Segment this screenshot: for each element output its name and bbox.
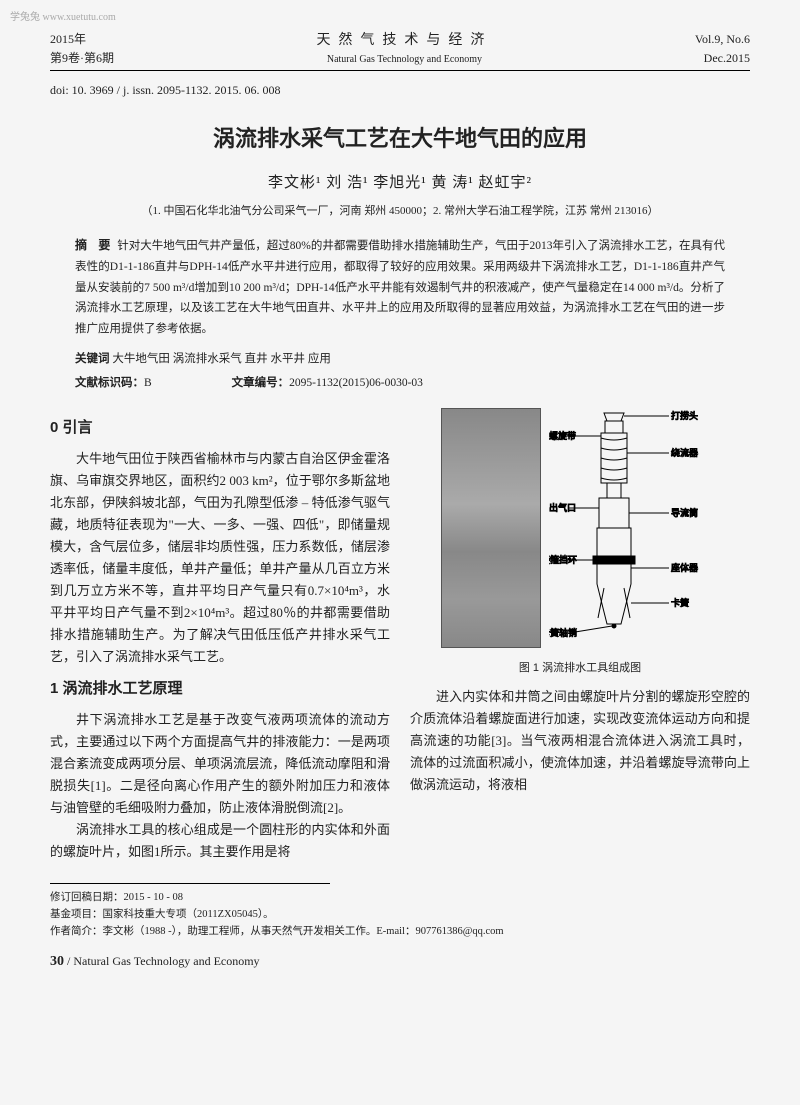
abstract-text: 针对大牛地气田气井产量低，超过80%的井都需要借助排水措施辅助生产，气田于201… <box>75 240 725 335</box>
header-right: Vol.9, No.6 Dec.2015 <box>695 30 750 68</box>
doc-code-line: 文献标识码：B 文章编号：2095-1132(2015)06-0030-03 <box>50 374 750 392</box>
abstract-block: 摘 要 针对大牛地气田气井产量低，超过80%的井都需要借助排水措施辅助生产，气田… <box>50 235 750 339</box>
abstract-paragraph: 摘 要 针对大牛地气田气井产量低，超过80%的井都需要借助排水措施辅助生产，气田… <box>75 235 725 339</box>
header-vol-no: Vol.9, No.6 <box>695 30 750 49</box>
abstract-label: 摘 要 <box>75 238 114 252</box>
revised-date: 修订回稿日期：2015 - 10 - 08 <box>50 890 750 907</box>
header-year: 2015年 <box>50 30 114 49</box>
keywords-text: 大牛地气田 涡流排水采气 直井 水平井 应用 <box>112 353 331 365</box>
footer-info: 修订回稿日期：2015 - 10 - 08 基金项目：国家科技重大专项（2011… <box>50 890 750 940</box>
section-1-paragraph-1: 井下涡流排水工艺是基于改变气液两项流体的流动方式，主要通过以下两个方面提高气井的… <box>50 709 390 819</box>
svg-text:卡簧轴销: 卡簧轴销 <box>549 627 577 638</box>
article-number: 文章编号：2095-1132(2015)06-0030-03 <box>232 374 423 392</box>
header-center: 天然气技术与经济 Natural Gas Technology and Econ… <box>114 30 695 68</box>
svg-text:接箍挡环: 接箍挡环 <box>549 554 577 565</box>
header-volume-issue: 第9卷·第6期 <box>50 49 114 68</box>
right-column: 打捞头 螺旋带 绕流器 出气口 导流筒 接箍挡环 座体器 卡簧 卡簧轴销 图 1… <box>410 408 750 864</box>
doi-line: doi: 10. 3969 / j. issn. 2095-1132. 2015… <box>50 81 750 100</box>
svg-text:打捞头: 打捞头 <box>671 410 698 421</box>
page-number: 30 <box>50 954 64 969</box>
article-title: 涡流排水采气工艺在大牛地气田的应用 <box>50 121 750 156</box>
section-1-paragraph-3: 进入内实体和井筒之间由螺旋叶片分割的螺旋形空腔的介质流体沿着螺旋面进行加速，实现… <box>410 686 750 796</box>
page-header: 2015年 第9卷·第6期 天然气技术与经济 Natural Gas Techn… <box>50 30 750 71</box>
footer-divider <box>50 883 330 884</box>
section-1-heading: 1 涡流排水工艺原理 <box>50 677 390 701</box>
section-1-paragraph-2: 涡流排水工具的核心组成是一个圆柱形的内实体和外面的螺旋叶片，如图1所示。其主要作… <box>50 819 390 863</box>
page-journal: / Natural Gas Technology and Economy <box>67 954 260 968</box>
keywords-line: 关键词 大牛地气田 涡流排水采气 直井 水平井 应用 <box>50 350 750 368</box>
figure-1-caption: 图 1 涡流排水工具组成图 <box>410 660 750 678</box>
header-date: Dec.2015 <box>695 49 750 68</box>
section-0-heading: 0 引言 <box>50 416 390 440</box>
keywords-label: 关键词 <box>75 353 110 365</box>
section-0-paragraph: 大牛地气田位于陕西省榆林市与内蒙古自治区伊金霍洛旗、乌审旗交界地区，面积约2 0… <box>50 448 390 669</box>
figure-1-diagram: 打捞头 螺旋带 绕流器 出气口 导流筒 接箍挡环 座体器 卡簧 卡簧轴销 <box>549 408 719 655</box>
svg-text:卡簧: 卡簧 <box>671 597 689 608</box>
affiliations-line: （1. 中国石化华北油气分公司采气一厂，河南 郑州 450000；2. 常州大学… <box>50 203 750 221</box>
journal-name-en: Natural Gas Technology and Economy <box>114 52 695 68</box>
svg-text:座体器: 座体器 <box>671 562 698 573</box>
svg-text:导流筒: 导流筒 <box>671 507 698 518</box>
left-column: 0 引言 大牛地气田位于陕西省榆林市与内蒙古自治区伊金霍洛旗、乌审旗交界地区，面… <box>50 408 390 864</box>
page-number-line: 30 / Natural Gas Technology and Economy <box>50 951 750 973</box>
svg-text:绕流器: 绕流器 <box>671 447 698 458</box>
journal-name-cn: 天然气技术与经济 <box>114 30 695 52</box>
doc-code: 文献标识码：B <box>75 374 152 392</box>
figure-1: 打捞头 螺旋带 绕流器 出气口 导流筒 接箍挡环 座体器 卡簧 卡簧轴销 图 1… <box>410 408 750 678</box>
watermark-text: 学兔兔 www.xuetutu.com <box>10 10 116 26</box>
svg-text:螺旋带: 螺旋带 <box>549 430 576 441</box>
fund-project: 基金项目：国家科技重大专项（2011ZX05045）。 <box>50 907 750 924</box>
authors-line: 李文彬¹ 刘 浩¹ 李旭光¹ 黄 涛¹ 赵虹宇² <box>50 171 750 195</box>
two-column-body: 0 引言 大牛地气田位于陕西省榆林市与内蒙古自治区伊金霍洛旗、乌审旗交界地区，面… <box>50 408 750 864</box>
figure-1-photo <box>441 408 541 648</box>
author-bio: 作者简介：李文彬（1988 -），助理工程师，从事天然气开发相关工作。E-mai… <box>50 924 750 941</box>
svg-text:出气口: 出气口 <box>549 502 576 513</box>
header-left: 2015年 第9卷·第6期 <box>50 30 114 68</box>
